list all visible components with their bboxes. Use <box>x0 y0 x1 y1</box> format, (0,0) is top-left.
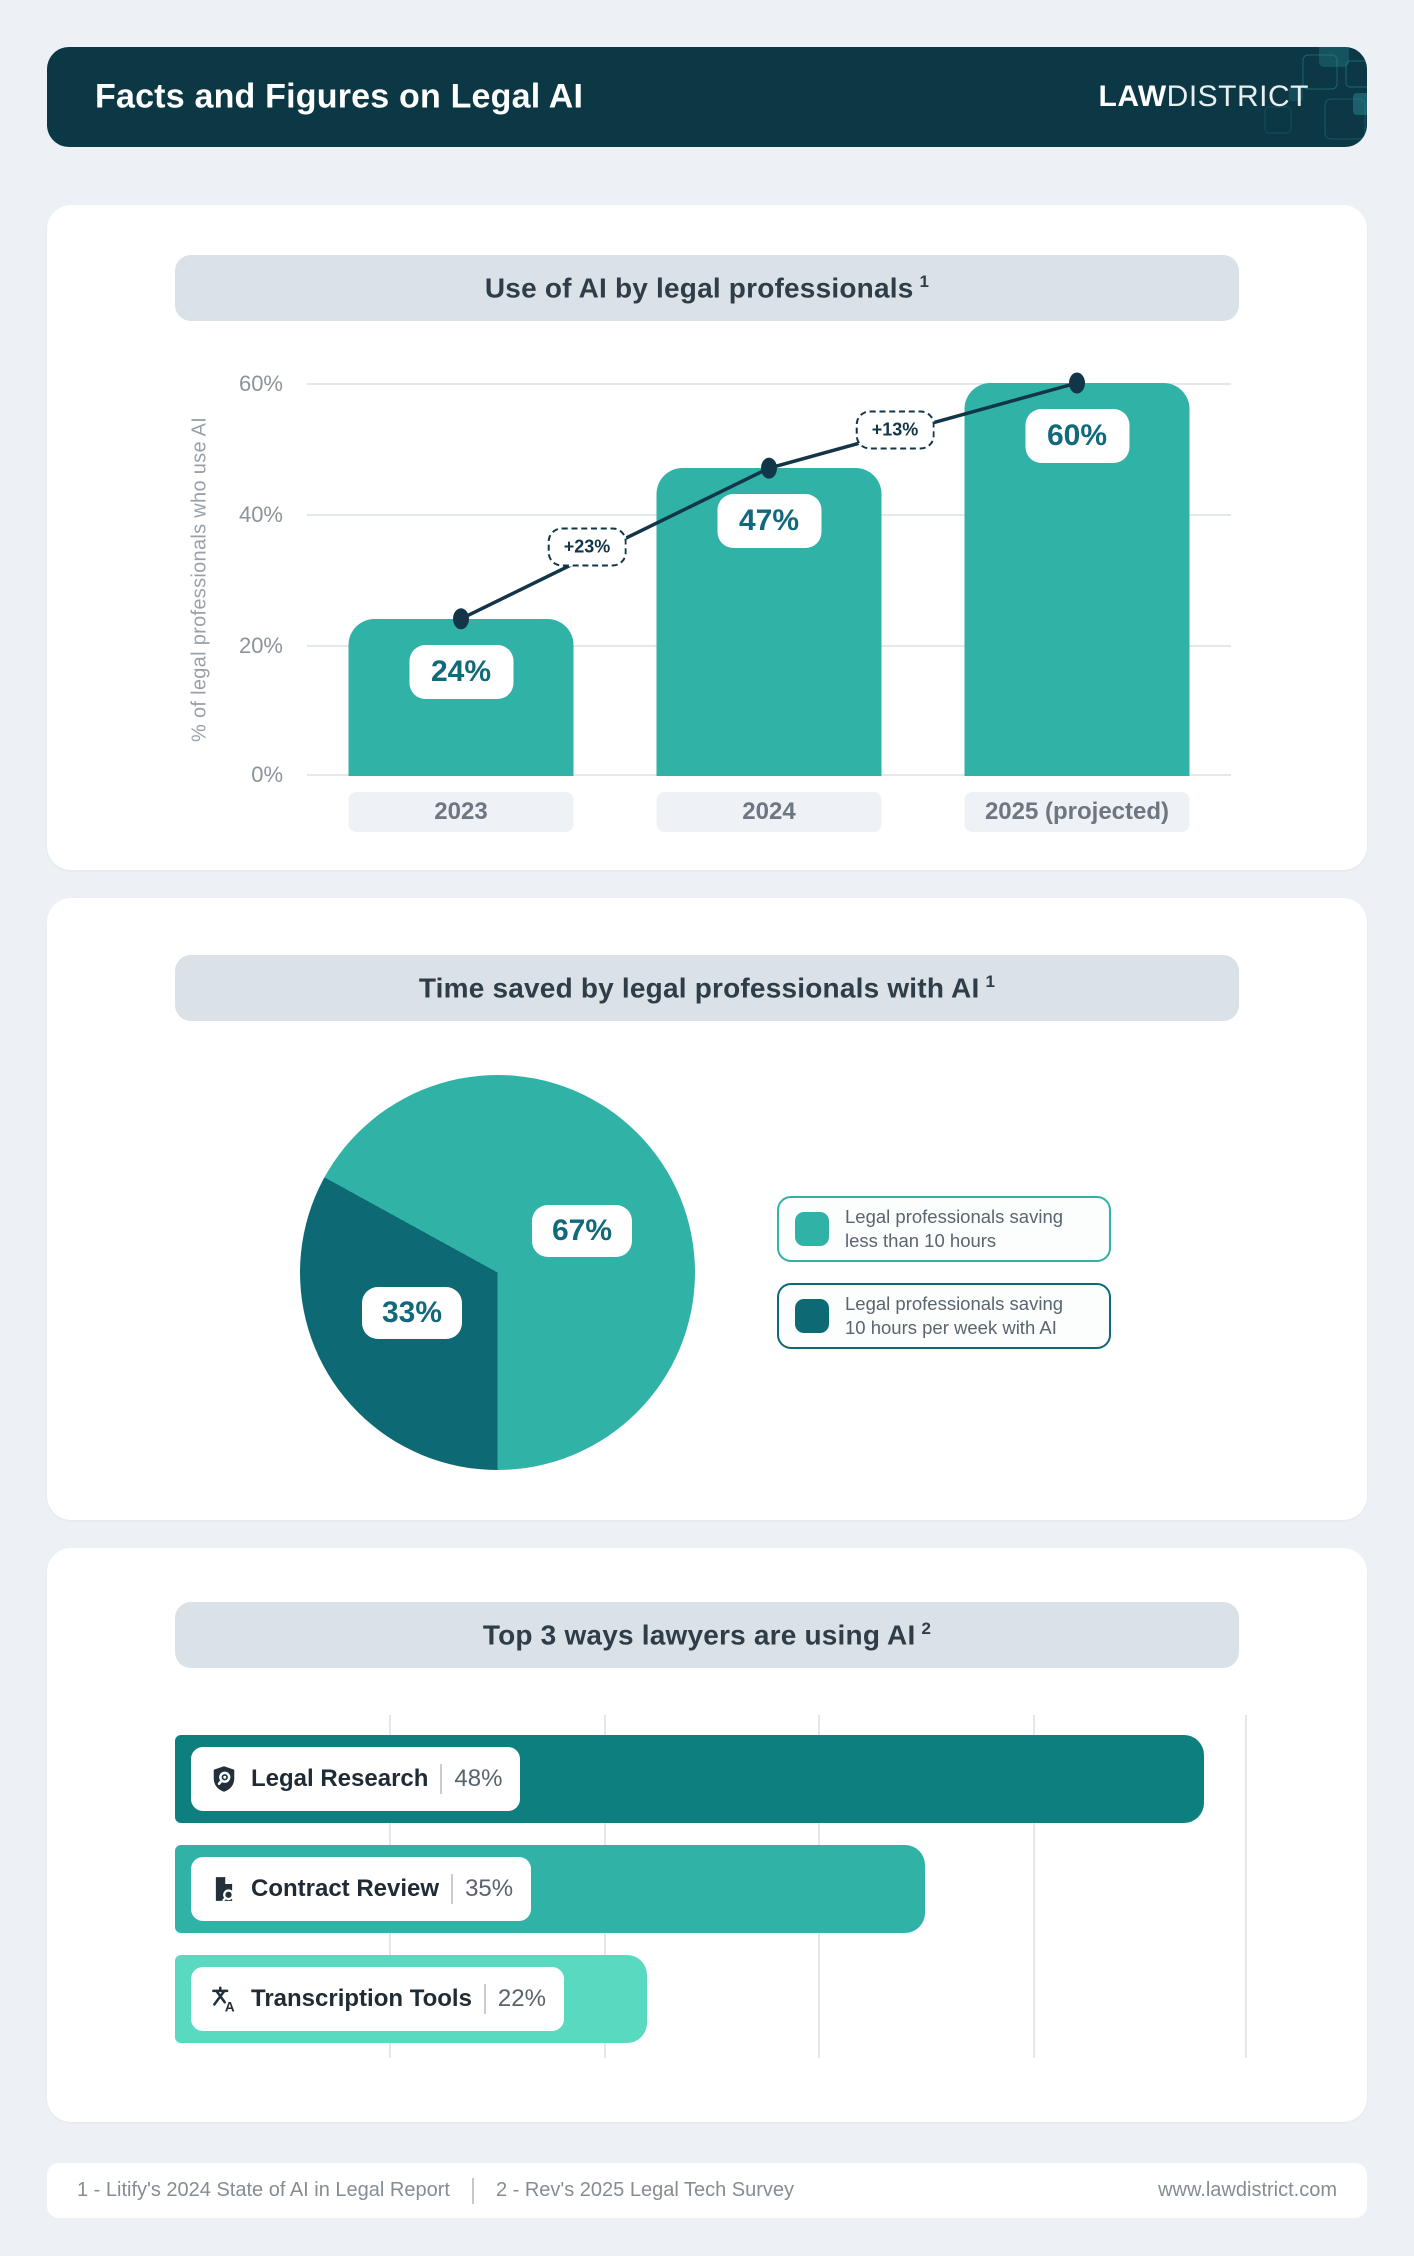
section-title-ai-use: Use of AI by legal professionals 1 <box>175 255 1239 321</box>
trend-dot-2025 <box>1069 372 1085 394</box>
time-saved-pie-chart: 67% 33% <box>300 1075 695 1470</box>
transcription-icon: A <box>209 1984 239 2014</box>
pie-label-33: 33% <box>361 1287 463 1339</box>
bar-column-2025: 60% 2025 (projected) <box>923 383 1231 832</box>
svg-text:A: A <box>225 1999 235 2014</box>
growth-annotation-13: +13% <box>855 410 935 450</box>
top-3-bar-chart: Legal Research 48% Contract Review <box>175 1715 1247 2058</box>
bar-row-transcription-tools: A Transcription Tools 22% <box>175 1955 1247 2043</box>
bar-label-transcription-tools: A Transcription Tools 22% <box>191 1967 564 2031</box>
footnote-marker: 2 <box>921 1618 932 1638</box>
bar-category: Legal Research <box>251 1765 429 1792</box>
bar-row-contract-review: Contract Review 35% <box>175 1845 1247 1933</box>
website-link[interactable]: www.lawdistrict.com <box>1158 2179 1337 2201</box>
bar-label-legal-research: Legal Research 48% <box>191 1747 521 1811</box>
vertical-gridline <box>1032 1715 1035 2058</box>
section-title-text: Time saved by legal professionals with A… <box>418 971 996 1004</box>
footer-sources: 1 - Litify's 2024 State of AI in Legal R… <box>77 2177 795 2204</box>
card-top-3-ways: Top 3 ways lawyers are using AI 2 Legal R… <box>47 1548 1367 2122</box>
bar-category: Contract Review <box>251 1875 440 1902</box>
pie-legend: Legal professionals saving less than 10 … <box>777 1196 1111 1370</box>
bar-column-2023: 24% 2023 <box>307 383 615 832</box>
header-decoration <box>1264 47 1367 140</box>
y-tick-0: 0% <box>251 762 283 787</box>
source-1: 1 - Litify's 2024 State of AI in Legal R… <box>77 2179 450 2201</box>
x-label-2025: 2025 (projected) <box>964 792 1190 832</box>
section-title-text: Top 3 ways lawyers are using AI 2 <box>482 1618 932 1651</box>
pill-divider <box>483 1984 486 2014</box>
legend-swatch-teal <box>795 1212 829 1246</box>
footnote-marker: 1 <box>985 971 996 991</box>
pie-label-67: 67% <box>531 1205 633 1257</box>
bar-row-legal-research: Legal Research 48% <box>175 1735 1247 1823</box>
legend-label: Legal professionals saving less than 10 … <box>845 1205 1064 1251</box>
y-axis-label: % of legal professionals who use AI <box>188 416 211 743</box>
bar-category: Transcription Tools <box>251 1985 472 2012</box>
source-divider <box>471 2177 474 2204</box>
bar-2025: 60% <box>964 383 1190 776</box>
bar-2024: 47% <box>656 468 882 776</box>
logo-district: DISTRICT <box>1166 80 1309 113</box>
trend-dot-2024 <box>761 457 777 479</box>
card-time-saved: Time saved by legal professionals with A… <box>47 898 1367 1520</box>
section-title-text: Use of AI by legal professionals 1 <box>484 271 930 304</box>
legend-label: Legal professionals saving 10 hours per … <box>845 1292 1064 1338</box>
trend-dot-2023 <box>453 608 469 630</box>
source-2: 2 - Rev's 2025 Legal Tech Survey <box>495 2179 795 2201</box>
bar-value-label-2023: 24% <box>408 644 514 699</box>
header: Facts and Figures on Legal AI LAWDISTRIC… <box>47 47 1367 147</box>
legend-swatch-dark-teal <box>795 1299 829 1333</box>
logo-law: LAW <box>1098 80 1167 113</box>
pill-divider <box>451 1874 454 1904</box>
gridline-60: 60% <box>239 371 1231 396</box>
bar-value-label-2025: 60% <box>1024 409 1130 463</box>
contract-review-icon <box>209 1874 239 1904</box>
bar-label-contract-review: Contract Review 35% <box>191 1857 532 1921</box>
legend-item-10-hours-per-week: Legal professionals saving 10 hours per … <box>777 1283 1111 1349</box>
footer: 1 - Litify's 2024 State of AI in Legal R… <box>47 2163 1367 2218</box>
y-tick-60: 60% <box>238 371 283 396</box>
section-title-time-saved: Time saved by legal professionals with A… <box>175 955 1239 1021</box>
vertical-gridline <box>1245 1715 1247 2058</box>
bar-value-label-2024: 47% <box>716 494 822 549</box>
bar-2023: 24% <box>348 618 574 776</box>
bar-column-2024: 47% 2024 <box>615 383 923 832</box>
pill-divider <box>440 1764 443 1794</box>
lawdistrict-logo: LAWDISTRICT <box>1099 80 1309 114</box>
bar-value: 48% <box>454 1765 503 1792</box>
legal-research-icon <box>209 1764 239 1794</box>
card-ai-use: Use of AI by legal professionals 1 % of l… <box>47 205 1367 870</box>
section-title-top-3: Top 3 ways lawyers are using AI 2 <box>175 1602 1239 1668</box>
pie-graphic <box>300 1075 695 1470</box>
x-label-2023: 2023 <box>348 792 574 832</box>
y-tick-40: 40% <box>238 502 283 527</box>
x-label-2024: 2024 <box>656 792 882 832</box>
growth-annotation-23: +23% <box>547 527 627 567</box>
bar-value: 22% <box>497 1985 546 2012</box>
page-title: Facts and Figures on Legal AI <box>95 77 584 116</box>
legend-item-less-than-10-hours: Legal professionals saving less than 10 … <box>777 1196 1111 1262</box>
ai-use-bar-chart: % of legal professionals who use AI 60% … <box>189 371 1231 832</box>
bar-value: 35% <box>465 1875 514 1902</box>
y-tick-20: 20% <box>238 633 283 658</box>
footnote-marker: 1 <box>919 271 930 291</box>
trend-line <box>453 372 1085 630</box>
